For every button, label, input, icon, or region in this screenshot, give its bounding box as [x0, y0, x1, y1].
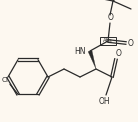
- Text: O: O: [128, 40, 134, 49]
- Text: Abs: Abs: [103, 39, 113, 44]
- Polygon shape: [88, 50, 96, 69]
- Text: O: O: [116, 50, 122, 59]
- FancyBboxPatch shape: [100, 37, 116, 45]
- Text: Cl: Cl: [2, 77, 9, 83]
- Text: HN: HN: [74, 47, 86, 56]
- Text: O: O: [108, 14, 114, 22]
- Text: OH: OH: [98, 97, 110, 106]
